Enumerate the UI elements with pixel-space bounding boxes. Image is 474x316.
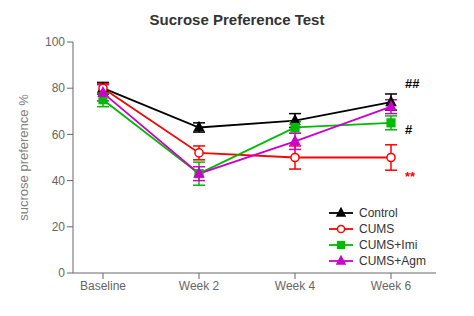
svg-text:80: 80 — [52, 81, 66, 95]
svg-text:60: 60 — [52, 128, 66, 142]
svg-text:##: ## — [405, 76, 420, 91]
html-text:CUMS: CUMS — [359, 222, 395, 236]
svg-text:Baseline: Baseline — [80, 279, 126, 293]
svg-text:#: # — [405, 122, 413, 137]
html-text:Sucrose Preference Test: Sucrose Preference Test — [149, 11, 325, 28]
svg-text:sucrose preference %: sucrose preference % — [16, 94, 31, 221]
svg-text:Week 4: Week 4 — [275, 279, 316, 293]
svg-text:20: 20 — [52, 220, 66, 234]
html-text:Control: Control — [359, 206, 398, 220]
svg-text:40: 40 — [52, 174, 66, 188]
svg-text:**: ** — [405, 169, 416, 184]
svg-text:Week 2: Week 2 — [179, 279, 220, 293]
html-text:CUMS+Imi: CUMS+Imi — [359, 238, 418, 252]
svg-text:100: 100 — [45, 35, 65, 49]
svg-text:0: 0 — [58, 266, 65, 280]
svg-text:Week 6: Week 6 — [371, 279, 412, 293]
html-text:CUMS+Agm: CUMS+Agm — [359, 254, 426, 268]
